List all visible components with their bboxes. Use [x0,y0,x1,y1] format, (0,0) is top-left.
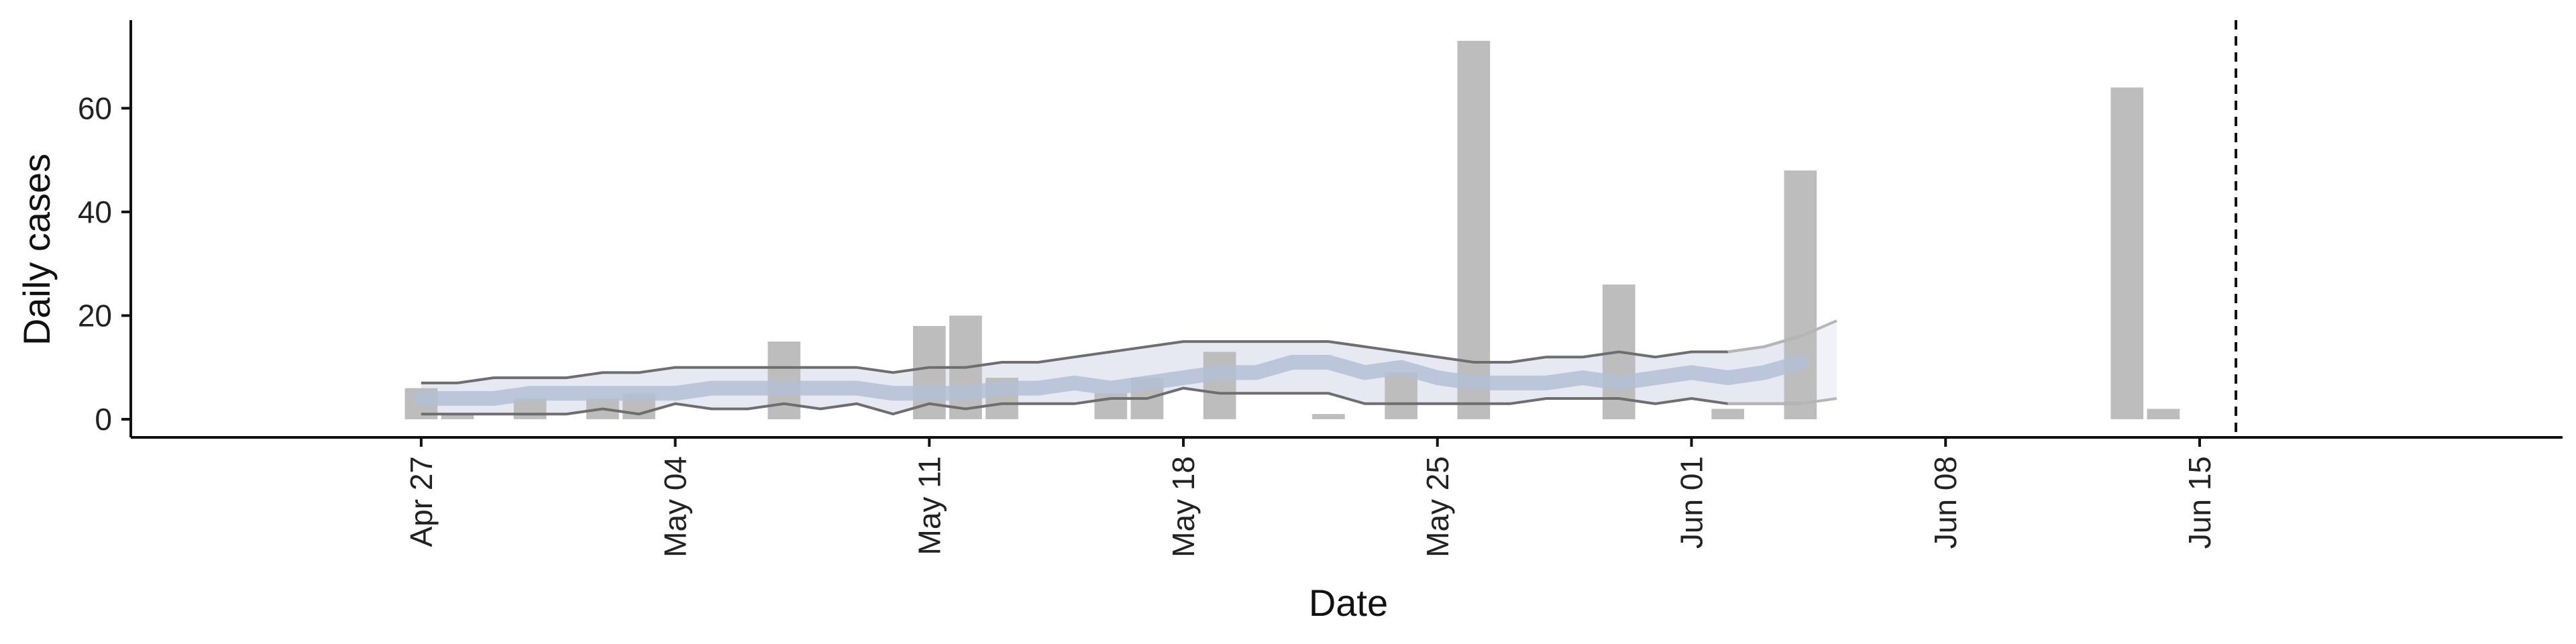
x-axis-title: Date [1309,582,1388,624]
daily-case-bar [1203,352,1236,419]
estimate-median-line [413,355,1808,406]
x-tick-label: Apr 27 [404,456,439,547]
estimate-lines-layer [413,319,1837,416]
x-tick-label: May 18 [1166,456,1201,557]
daily-case-bar [1784,170,1817,419]
daily-case-bar [1312,414,1345,419]
estimate-upper-tail-line [1727,319,1837,354]
estimate-upper-line [421,335,1801,384]
estimate-lower-tail-line [1727,397,1837,405]
y-tick-label: 40 [78,195,112,229]
x-tick-label: Jun 01 [1674,456,1709,549]
daily-case-bar [1711,409,1744,419]
estimate-lower-line [421,386,1801,416]
daily-case-bar [441,414,474,419]
daily-case-bar [2110,87,2144,419]
daily-case-bar [1457,40,1491,419]
daily-case-bar [767,341,801,419]
bars-layer [405,40,2180,419]
axes-layer: 0 20 40 60 Apr 27 May 04 May 11 May 18 May 25 Jun… [78,20,2563,557]
y-tick-label: 0 [95,402,112,437]
x-tick-label: May 04 [658,456,693,557]
x-tick-label: Jun 15 [2182,456,2217,549]
daily-case-bar [2147,409,2180,419]
daily-case-bar [1385,372,1417,419]
y-axis-title: Daily cases [15,154,58,345]
x-tick-label: May 11 [912,456,947,555]
x-tick-label: May 25 [1420,456,1455,557]
y-tick-label: 60 [78,91,112,125]
x-tick-label: Jun 08 [1928,456,1963,549]
y-tick-label: 20 [78,298,112,333]
